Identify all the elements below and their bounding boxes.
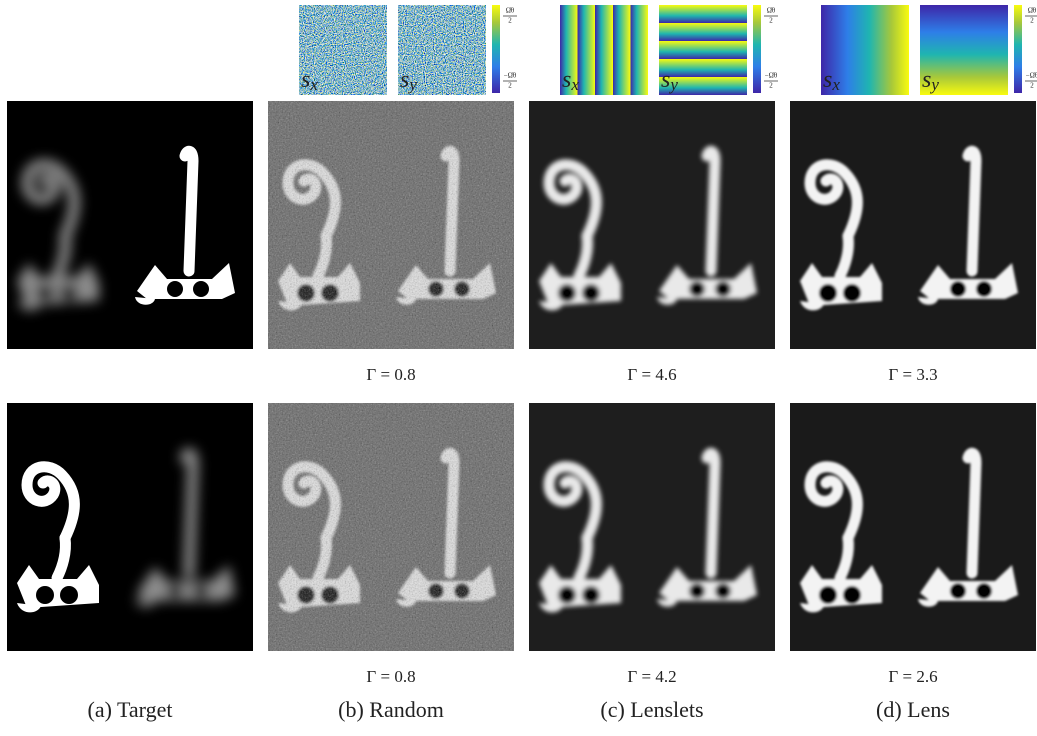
caption: (a) Target	[88, 697, 173, 722]
colorbar-label: −Ω̂θ	[504, 72, 517, 80]
phase-map: sy	[920, 5, 1008, 95]
colorbar-label: −Ω̂θ	[765, 72, 778, 80]
figure: (a) TargetΓ = 0.8Γ = 0.8(b) RandomsxsyΩ̂…	[0, 0, 1037, 736]
image-panel	[529, 101, 775, 349]
gamma-label: Γ = 3.3	[888, 365, 937, 384]
gamma-label: Γ = 4.6	[627, 365, 676, 384]
image-panel	[7, 101, 253, 349]
gamma-label: Γ = 0.8	[366, 365, 415, 384]
colorbar: Ω̂θ 2 −Ω̂θ 2	[492, 5, 517, 93]
colorbar-label: 2	[508, 17, 512, 25]
colorbar-label: Ω̂θ	[1028, 7, 1037, 15]
caption: (b) Random	[338, 697, 444, 722]
image-panel	[529, 403, 775, 651]
colorbar-label: 2	[769, 17, 773, 25]
phase-map: sx	[299, 5, 387, 95]
colorbar-label: Ω̂θ	[767, 7, 776, 15]
colorbar-label: 2	[508, 82, 512, 90]
colorbar-label: Ω̂θ	[506, 7, 515, 15]
gamma-label: Γ = 4.2	[627, 667, 676, 686]
gamma-label: Γ = 2.6	[888, 667, 937, 686]
image-panel	[268, 403, 514, 651]
colorbar-label: 2	[769, 82, 773, 90]
image-panel	[790, 403, 1036, 651]
image-panel	[7, 403, 253, 651]
phase-map: sy	[398, 5, 486, 95]
caption: (c) Lenslets	[600, 697, 703, 722]
colorbar-label: −Ω̂θ	[1026, 72, 1037, 80]
colorbar-label: 2	[1030, 82, 1034, 90]
colorbar: Ω̂θ 2 −Ω̂θ 2	[753, 5, 778, 93]
phase-map: sx	[560, 5, 648, 95]
phase-map: sx	[821, 5, 909, 95]
image-panel	[790, 101, 1036, 349]
image-panel	[268, 101, 514, 349]
colorbar: Ω̂θ 2 −Ω̂θ 2	[1014, 5, 1037, 93]
caption: (d) Lens	[876, 697, 950, 722]
colorbar-label: 2	[1030, 17, 1034, 25]
gamma-label: Γ = 0.8	[366, 667, 415, 686]
phase-map: sy	[659, 5, 747, 95]
